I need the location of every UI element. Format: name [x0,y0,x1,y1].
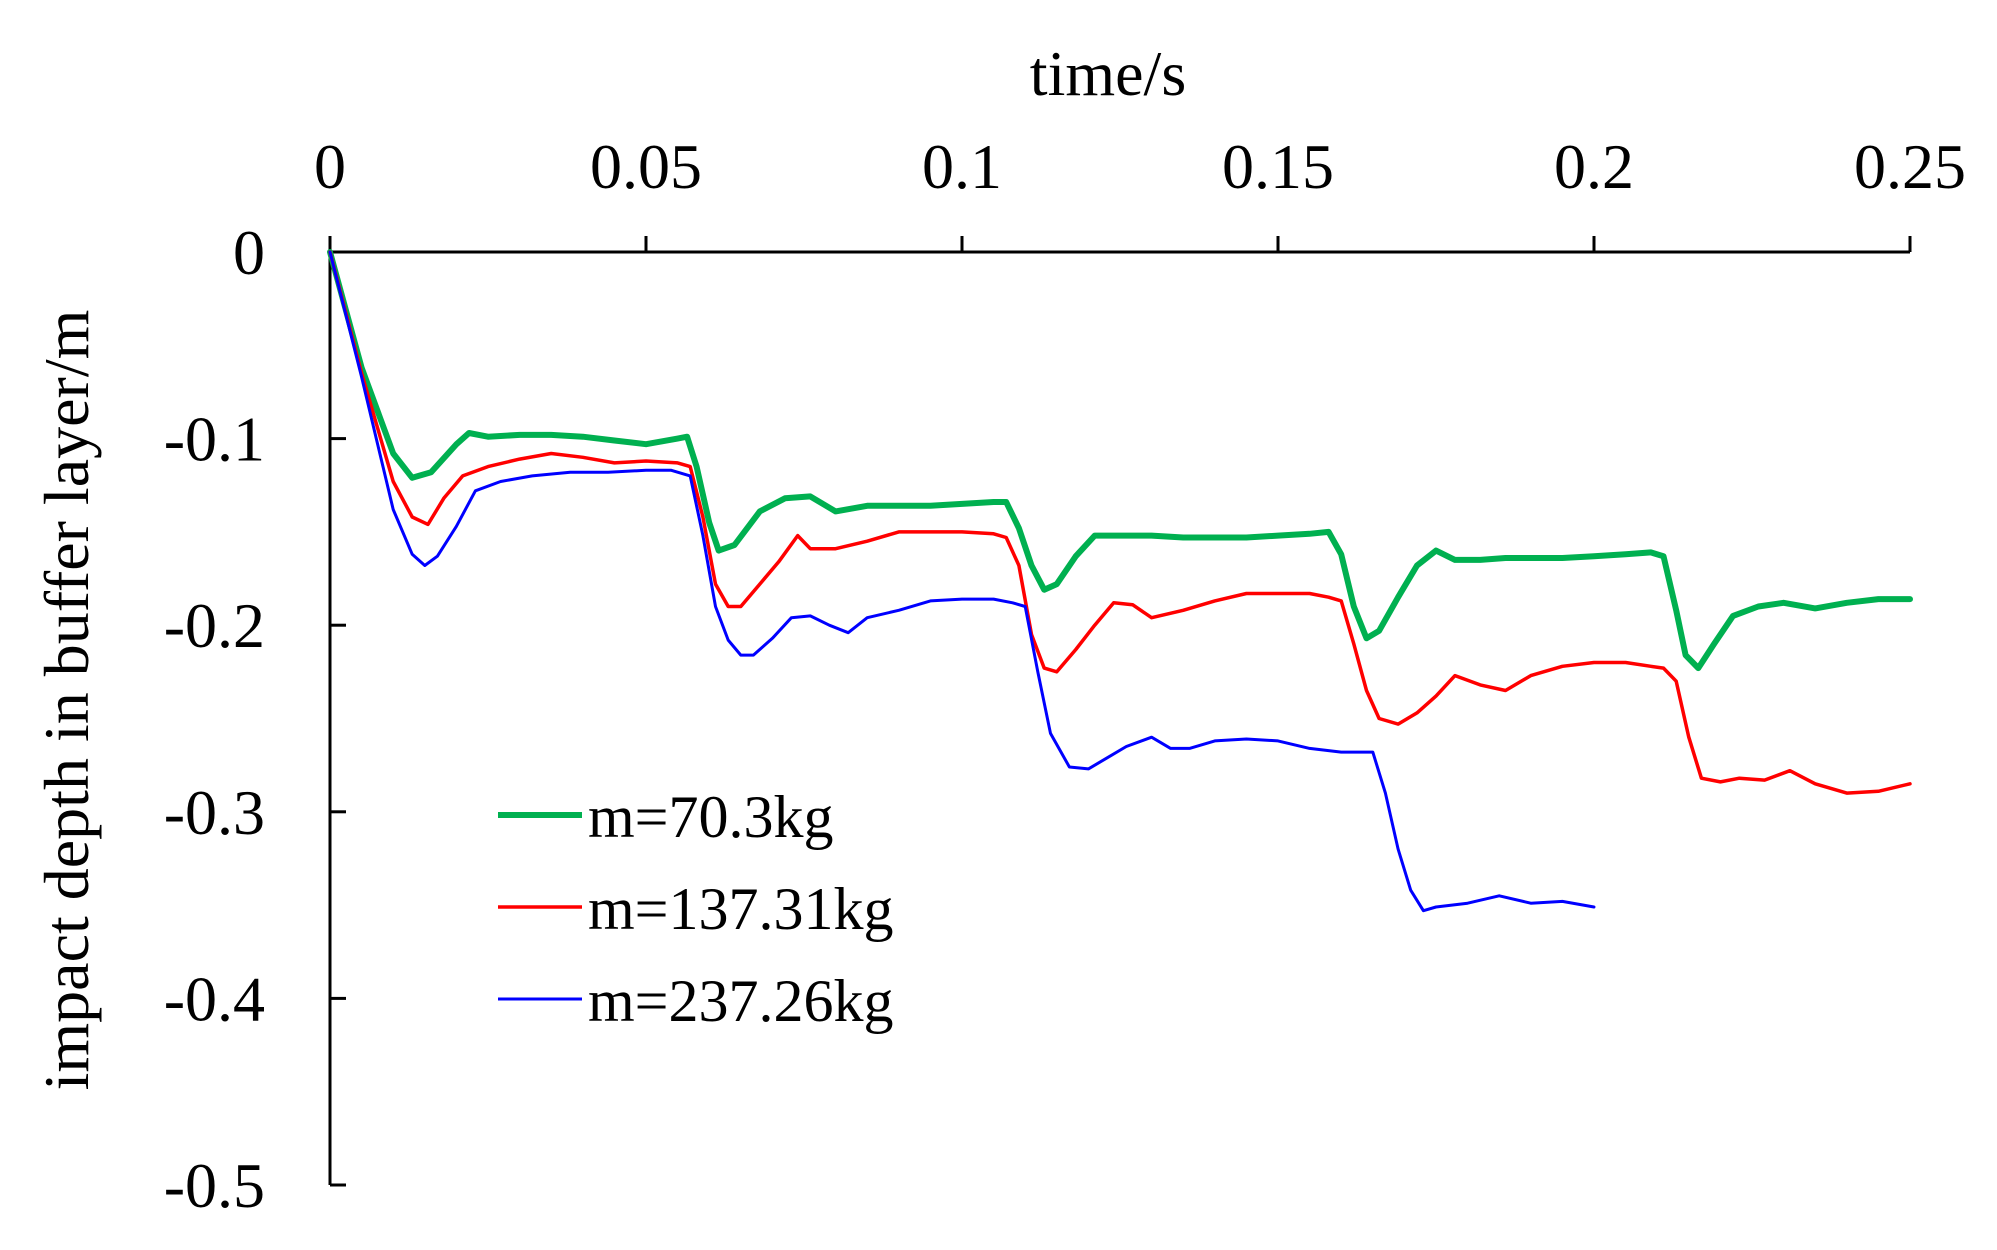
series-layer [327,249,1913,913]
axes: 0 0.05 0.1 0.15 0.2 0.25 0 -0.1 -0.2 -0.3 -0.4 -0.5 [164,131,1966,1221]
x-tick-label: 0.05 [590,131,702,202]
y-axis-title: impact depth in buffer layer/m [31,310,102,1091]
x-axis-title: time/s [1030,38,1186,109]
x-tick-label: 0.2 [1554,131,1634,202]
legend: m=70.3kg m=137.31kg m=237.26kg [498,784,894,1034]
x-tick-label: 0.1 [922,131,1002,202]
y-tick-label: -0.1 [164,404,265,475]
series-line-1 [327,249,1913,672]
x-tick-label: 0 [314,131,346,202]
legend-label-2: m=137.31kg [588,876,894,942]
legend-label-1: m=70.3kg [588,784,834,850]
y-tick-label: -0.3 [164,777,265,848]
y-tick-label: -0.2 [164,590,265,661]
y-tick-label: 0 [233,217,265,288]
legend-label-3: m=237.26kg [588,968,894,1034]
x-tick-label: 0.25 [1854,131,1966,202]
series-line-2 [328,250,1912,795]
series-line-3 [328,250,1596,913]
x-tick-label: 0.15 [1222,131,1334,202]
y-tick-label: -0.4 [164,963,265,1034]
y-tick-label: -0.5 [164,1150,265,1221]
